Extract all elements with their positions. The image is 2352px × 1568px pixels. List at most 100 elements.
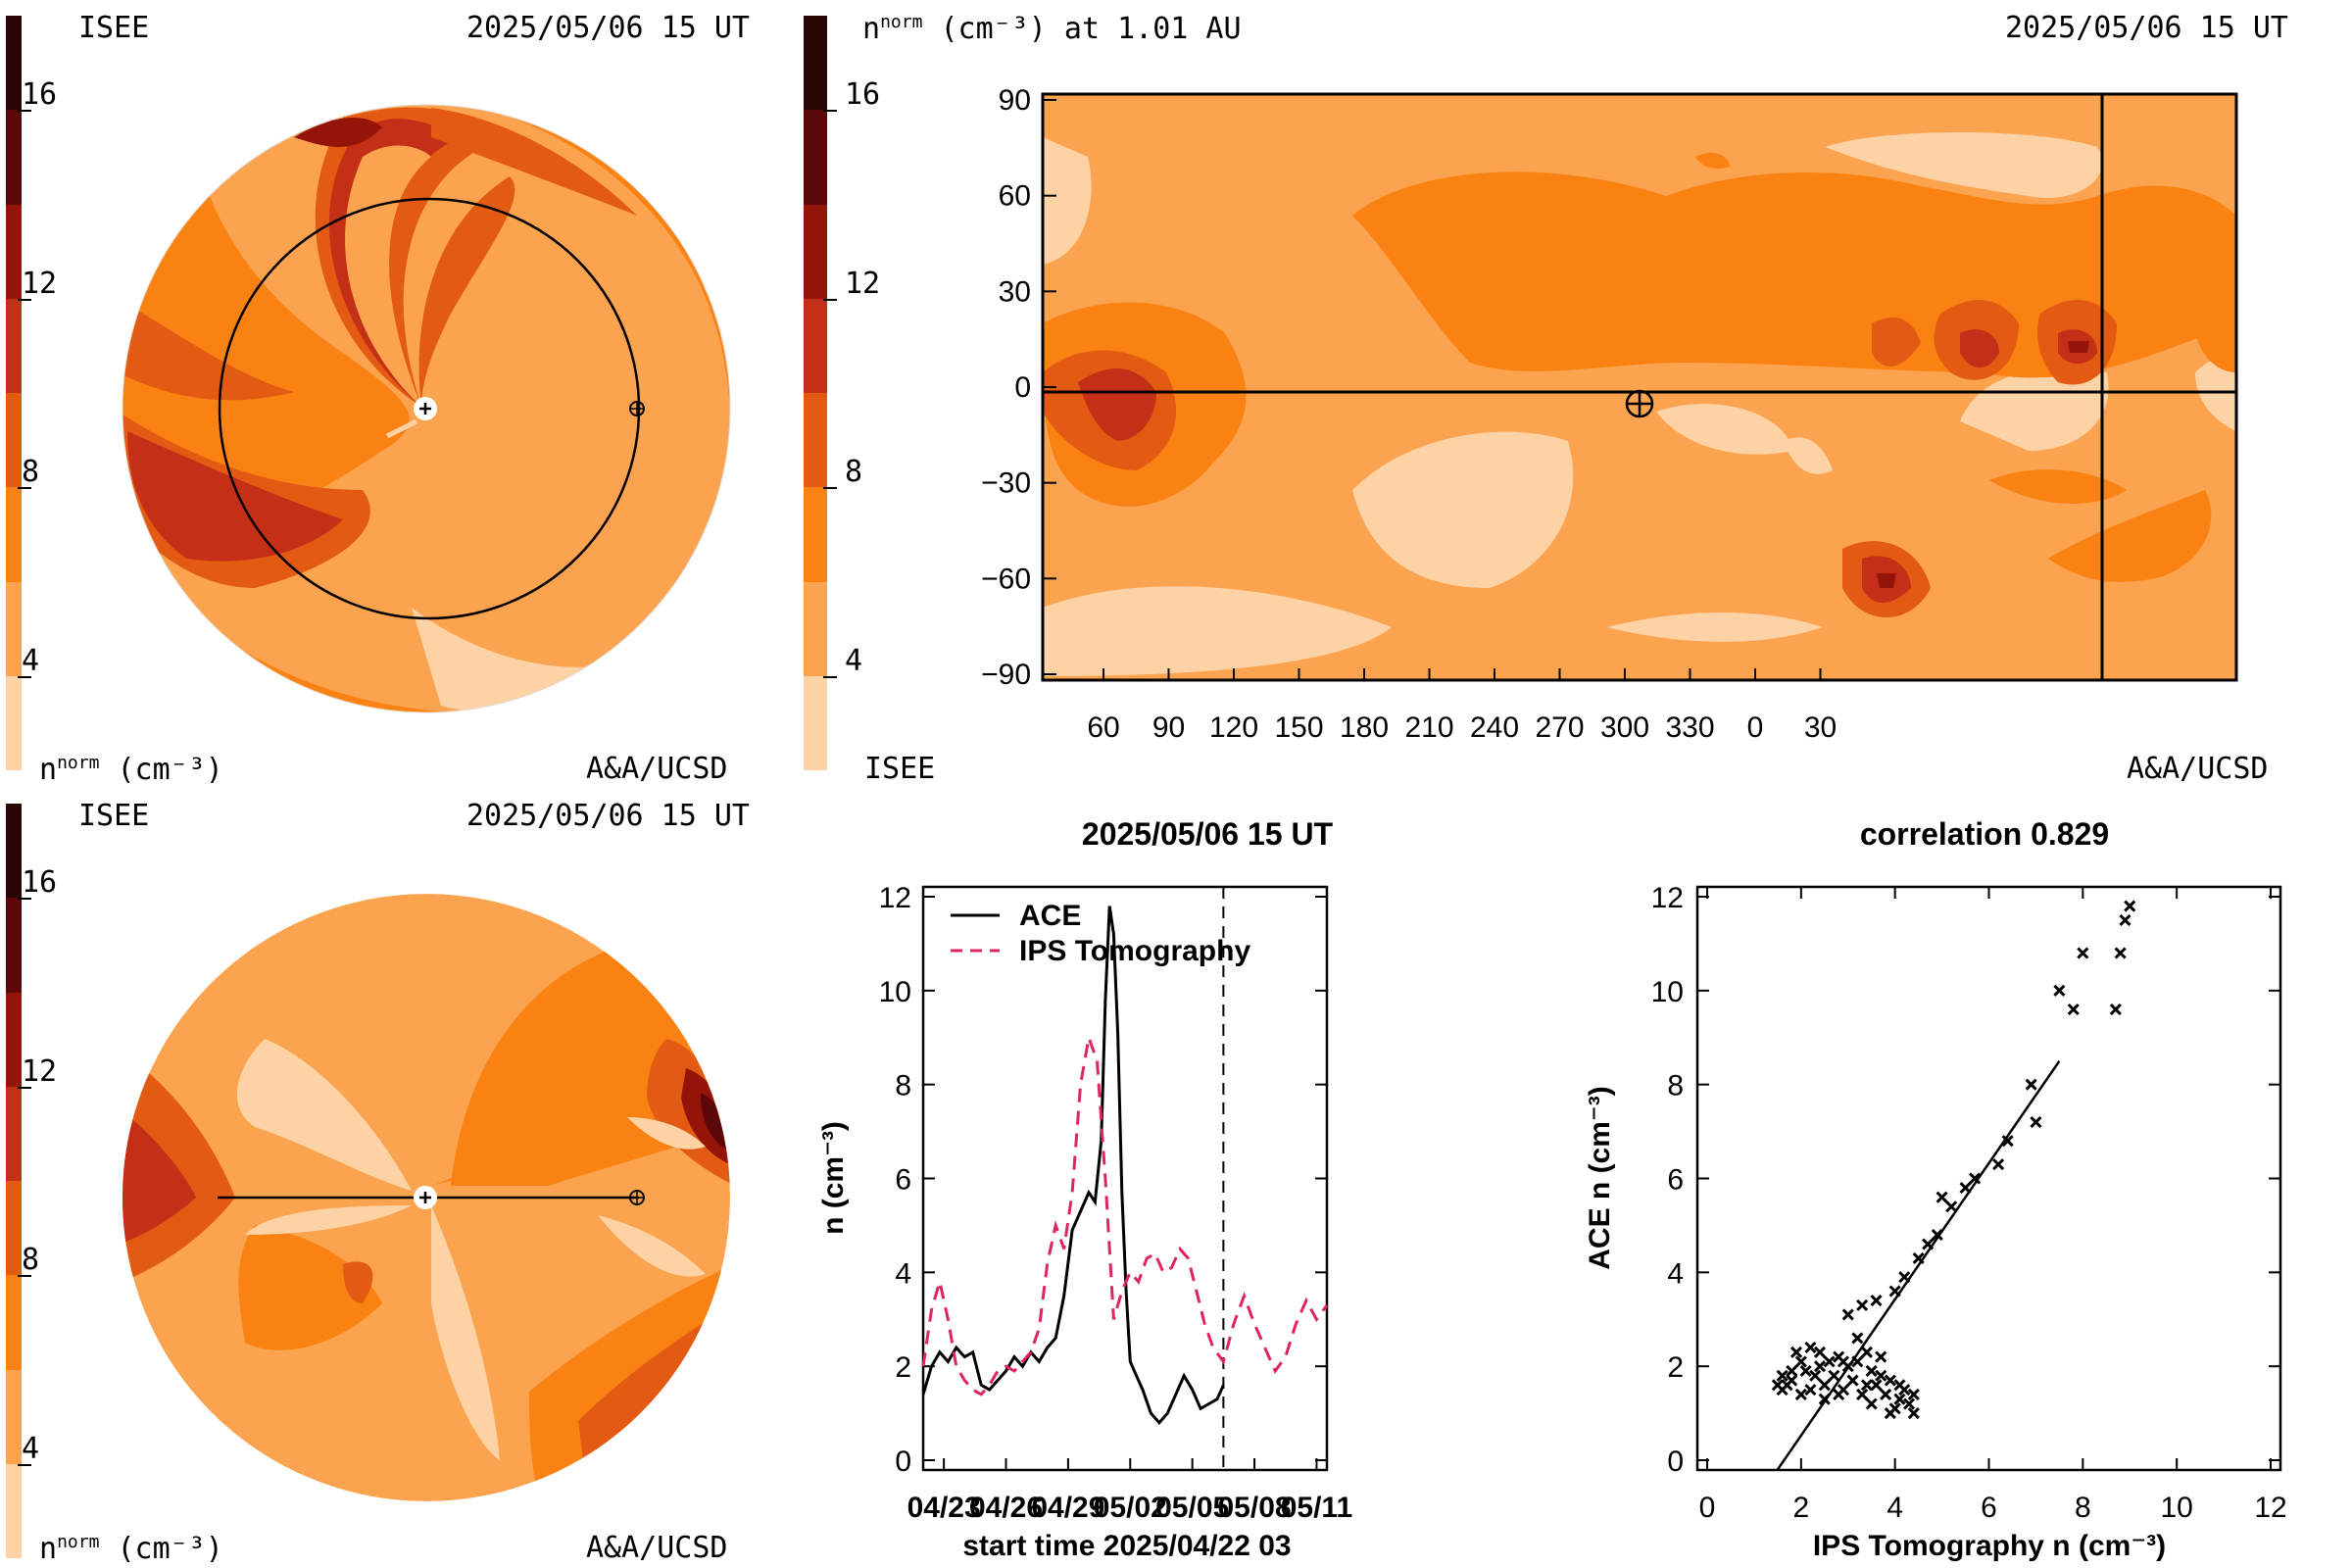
legend-label-ips: IPS Tomography [1019,935,1250,967]
colorbar-segment [6,110,22,205]
scatter-point [1898,1271,1911,1284]
map-y-tick-label: 0 [1014,371,1031,404]
series-ace-line [921,906,1225,1425]
colorbar-tick [18,110,31,113]
timeseries-y-label: n (cm⁻³) [817,1121,850,1235]
colorbar-tick [823,675,837,678]
meridional-density-plot [122,894,730,1501]
scatter-point [1893,1393,1906,1405]
colorbar-segment [6,1181,22,1276]
scatter-title: correlation 0.829 [1860,816,2109,852]
colorbar-tick-label: 8 [22,1243,40,1278]
scatter-point [2119,913,2132,927]
ts-x-tick-label: 04/26 [969,1492,1043,1524]
scatter-point [1922,1238,1935,1250]
scatter-point [1856,1388,1869,1400]
scatter-point [1818,1393,1831,1405]
scatter-point [2030,1115,2042,1129]
colorbar-tick [823,298,837,301]
map-y-tick-label: 90 [999,84,1031,117]
colorbar-tick [18,298,31,301]
scatter-point [2077,947,2089,959]
timeseries-chart: 2025/05/06 15 UT n (cm⁻³) start time 202… [817,816,1352,1562]
scatter-point [2124,900,2136,912]
sc-x-tick-label: 2 [1792,1492,1809,1524]
scatter-x-label: IPS Tomography n (cm⁻³) [1813,1530,2166,1562]
scatter-point [2109,1003,2122,1016]
scatter-point [1818,1379,1831,1392]
colorbar-tick [823,110,837,113]
scatter-point [1833,1388,1845,1400]
map-x-tick-label: 90 [1152,711,1185,744]
timeseries-panel: 2025/05/06 15 UT n (cm⁻³) start time 202… [804,794,1548,1568]
colorbar-segment [6,1275,22,1370]
colorbar-map [804,16,827,770]
scatter-y-label: ACE n (cm⁻³) [1584,1086,1616,1270]
scatter-point [1851,1332,1864,1345]
colorbar-segment [6,1463,22,1558]
colorbar-tick [823,487,837,490]
scatter-point [1880,1388,1892,1400]
map-x-tick-label: 240 [1470,711,1519,744]
ts-x-tick-label: 04/23 [907,1492,981,1524]
colorbar-segment [6,16,22,111]
colorbar-segment [6,204,22,299]
colorbar-tick-label: 12 [22,266,58,301]
scatter-point [1865,1397,1878,1410]
colorbar-meridional [6,804,22,1558]
scatter-point [1776,1384,1788,1396]
ts-y-tick-label: 8 [895,1070,911,1102]
ts-y-tick-label: 12 [879,882,911,914]
colorbar-segment [6,581,22,676]
ts-x-tick-label: 05/11 [1281,1492,1352,1524]
colorbar-tick-label: 8 [845,455,863,490]
colorbar-segment [6,992,22,1087]
scatter-point [1870,1295,1883,1307]
sc-y-tick-label: 12 [1651,882,1684,914]
sc-x-tick-label: 6 [1981,1492,1997,1524]
ts-y-tick-label: 4 [895,1257,911,1290]
map-x-tick-label: 30 [1804,711,1837,744]
colorbar-tick-label: 16 [845,77,881,113]
scatter-point [1870,1379,1883,1392]
colorbar-segment [6,804,22,899]
sc-y-tick-label: 10 [1651,976,1684,1008]
scatter-point [1828,1369,1840,1382]
map-y-tick-label: −90 [981,659,1031,691]
map-x-tick-label: 270 [1535,711,1584,744]
scatter-point [1823,1355,1836,1368]
ts-y-tick-label: 0 [895,1446,911,1478]
colorbar-segment [804,581,827,676]
scatter-point [1931,1228,1943,1242]
scatter-point [1804,1341,1817,1354]
scatter-point [1860,1379,1873,1392]
colorbar-segment [6,1086,22,1181]
map-x-tick-label: 0 [1747,711,1764,744]
map-y-axis: 90 60 30 0 −30 −60 −90 [981,84,1056,691]
legend-label-ace: ACE [1019,900,1081,932]
colorbar-tick [18,1275,31,1278]
scatter-point [2053,984,2066,997]
scatter-point [1912,1251,1925,1265]
scatter-point [1884,1407,1896,1420]
timestamp-label: 2025/05/06 15 UT [466,799,750,833]
scatter-point [1969,1172,1982,1185]
colorbar-tick-label: 4 [22,643,40,678]
timeseries-plot-area [921,885,1329,1472]
scatter-point [1888,1285,1901,1298]
colorbar-tick [18,487,31,490]
scatter-chart: correlation 0.829 ACE n (cm⁻³) IPS Tomog… [1584,816,2287,1562]
scatter-point [1893,1379,1906,1392]
colorbar-segment [804,16,827,111]
ts-x-tick-label: 05/08 [1218,1492,1292,1524]
colorbar-segment [6,898,22,993]
scatter-point [1851,1355,1864,1368]
colorbar-tick-label: 4 [845,643,863,678]
scatter-point [2067,1003,2080,1016]
source-label: ISEE [78,799,150,833]
map-x-tick-label: 60 [1087,711,1119,744]
scatter-point [1794,1388,1807,1400]
colorbar-tick-label: 12 [845,266,881,301]
ecliptic-panel: ISEE 2025/05/06 15 UT nnorm (cm⁻³) A&A/U… [0,0,804,794]
